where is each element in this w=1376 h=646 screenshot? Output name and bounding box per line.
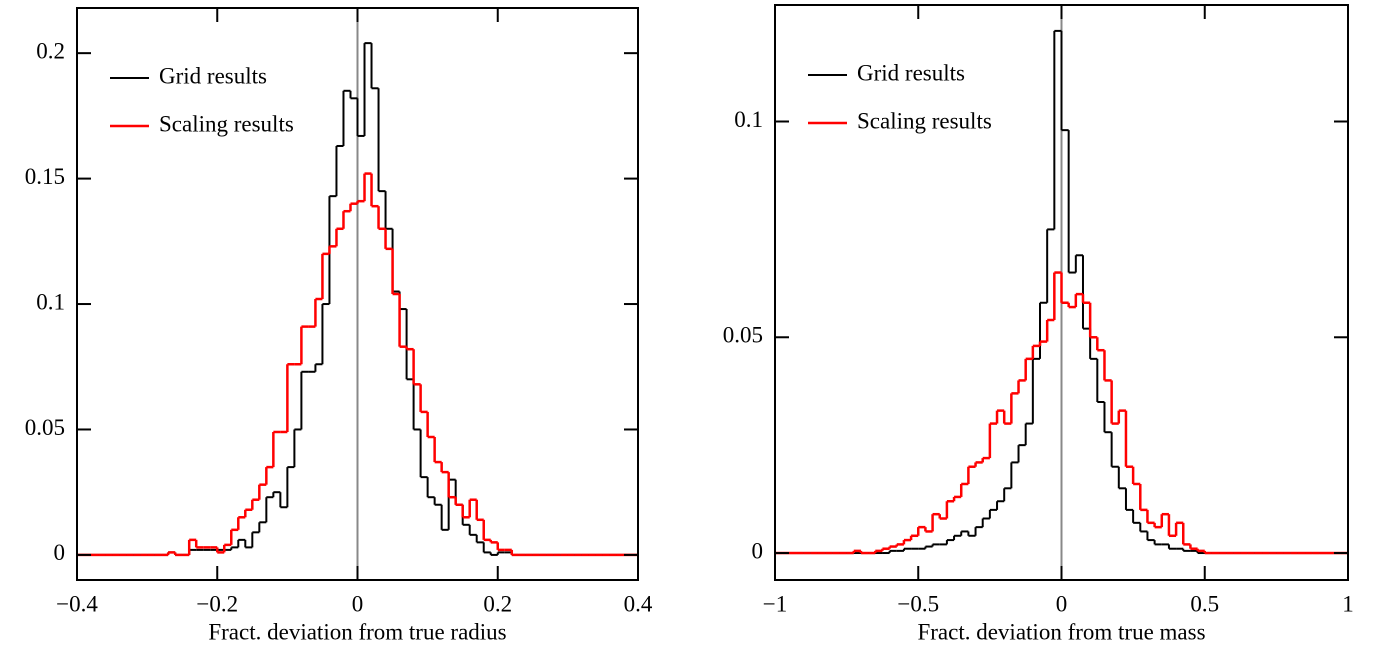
x-axis-label: Fract. deviation from true mass xyxy=(917,619,1205,644)
legend-label: Scaling results xyxy=(857,108,992,133)
x-tick-label: −0.2 xyxy=(196,591,238,616)
y-tick-label: 0.05 xyxy=(723,323,763,348)
y-tick-label: 0 xyxy=(54,540,66,565)
x-tick-label: 0 xyxy=(1056,591,1068,616)
x-tick-label: 0.4 xyxy=(624,591,653,616)
x-tick-label: −1 xyxy=(763,591,787,616)
y-tick-label: 0.1 xyxy=(734,107,763,132)
x-tick-label: 0 xyxy=(352,591,364,616)
legend-label: Grid results xyxy=(857,60,965,85)
y-tick-label: 0.2 xyxy=(36,38,65,63)
x-tick-label: −0.5 xyxy=(897,591,939,616)
legend-label: Grid results xyxy=(159,63,267,88)
y-tick-label: 0.1 xyxy=(36,289,65,314)
x-tick-label: −0.4 xyxy=(56,591,98,616)
y-tick-label: 0 xyxy=(752,538,764,563)
y-tick-label: 0.05 xyxy=(25,415,65,440)
x-tick-label: 0.5 xyxy=(1190,591,1219,616)
x-axis-label: Fract. deviation from true radius xyxy=(208,619,506,644)
legend-label: Scaling results xyxy=(159,111,294,136)
x-tick-label: 1 xyxy=(1342,591,1354,616)
y-tick-label: 0.15 xyxy=(25,164,65,189)
x-tick-label: 0.2 xyxy=(483,591,512,616)
